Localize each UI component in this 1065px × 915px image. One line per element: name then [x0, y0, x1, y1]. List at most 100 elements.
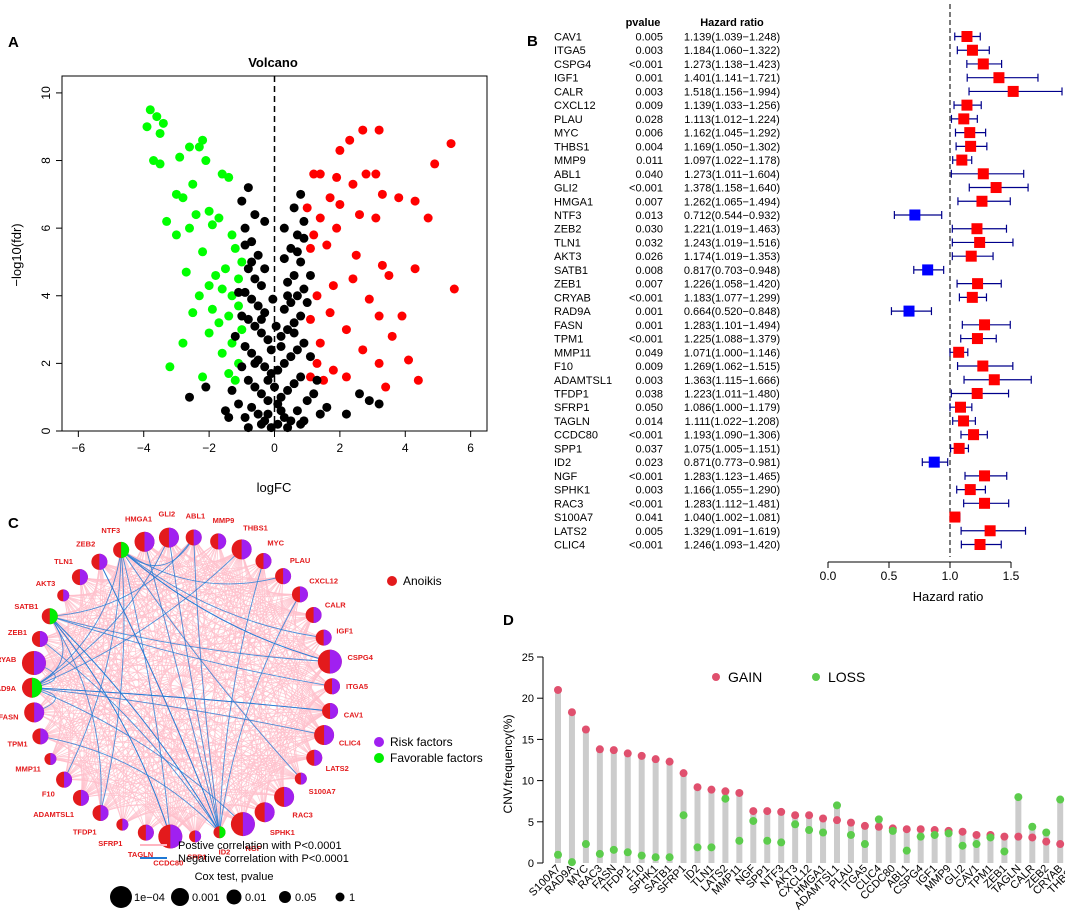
cnv-loss-point — [1028, 822, 1037, 831]
volcano-point-down — [204, 328, 214, 338]
network-node-factor-half — [284, 786, 295, 807]
network-node-label: TLN1 — [54, 557, 73, 566]
network-node-factor-half — [219, 826, 226, 839]
forest-hr-text: 1.166(1.055−1.290) — [684, 485, 780, 497]
forest-hr-marker — [966, 291, 978, 303]
forest-hr-marker — [953, 442, 965, 454]
forest-gene-label: PLAU — [554, 114, 583, 126]
forest-pvalue: <0.001 — [629, 430, 663, 442]
network-node: ZEB2 — [76, 539, 108, 570]
forest-gene-label: CRYAB — [554, 292, 591, 304]
network-node-factor-half — [314, 749, 323, 766]
network-node: CAV1 — [322, 703, 363, 720]
volcano-point-down — [207, 304, 217, 314]
negative-correlation-edge — [49, 537, 195, 617]
volcano-point-ns — [263, 396, 273, 406]
volcano-point-up — [335, 145, 345, 155]
forest-gene-label: CCDC80 — [554, 430, 598, 442]
volcano-point-ns — [283, 277, 293, 287]
volcano-ytick-label: 2 — [39, 360, 53, 367]
positive-correlation-edge — [40, 729, 325, 737]
network-node: CXCL12 — [291, 577, 338, 603]
volcano-point-up — [377, 189, 387, 199]
volcano-point-down — [188, 179, 198, 189]
volcano-ytick-label: 4 — [39, 292, 53, 299]
cnv-stem — [945, 830, 952, 863]
network-node-label: ID2 — [219, 848, 231, 857]
volcano-point-ns — [250, 358, 260, 368]
cnv-gain-point — [637, 751, 646, 760]
negative-correlation-edge — [49, 615, 102, 813]
cnv-loss-point — [567, 858, 576, 867]
network-node-label: ZEB1 — [8, 628, 27, 637]
volcano-point-up — [312, 358, 322, 368]
positive-correlation-edge — [40, 735, 301, 779]
forest-hr-text: 1.169(1.050−1.302) — [684, 141, 780, 153]
volcano-point-up — [374, 311, 384, 321]
cnv-loss-point — [888, 826, 897, 835]
volcano-point-up — [341, 325, 351, 335]
positive-correlation-edge — [120, 549, 333, 687]
network-node-label: ITGA5 — [346, 682, 368, 691]
negative-correlation-edge — [31, 537, 170, 689]
cnv-ytick-label: 0 — [528, 858, 534, 870]
volcano-point-ns — [256, 389, 266, 399]
cnv-loss-point — [916, 832, 925, 841]
forest-pvalue: 0.026 — [635, 251, 663, 263]
cnv-loss-point — [1042, 828, 1051, 837]
network-node-label: IGF1 — [336, 626, 353, 635]
volcano-xtick-label: 0 — [271, 441, 278, 455]
forest-hr-text: 1.401(1.141−1.721) — [684, 73, 780, 85]
volcano-point-up — [309, 230, 319, 240]
legend-anoikis-label: Anoikis — [403, 574, 442, 588]
size-label-1e-04: 1e−04 — [134, 892, 165, 904]
cnv-stem — [666, 761, 673, 863]
cnv-gain-point — [567, 708, 576, 717]
positive-correlation-edge — [50, 710, 331, 760]
volcano-point-up — [312, 291, 322, 301]
network-node-label: CXCL12 — [309, 577, 338, 586]
positive-correlation-edge — [39, 637, 324, 645]
cnv-stem — [931, 830, 938, 863]
network-node-factor-half — [241, 539, 252, 560]
volcano-point-up — [449, 284, 459, 294]
volcano-point-down — [224, 172, 234, 182]
positive-correlation-edge — [39, 638, 244, 825]
forest-gene-label: MMP11 — [554, 347, 591, 359]
cnv-gain-point — [735, 788, 744, 797]
volcano-point-ns — [279, 223, 289, 233]
legend-neg-label: Negative correlation with P<0.0001 — [178, 853, 349, 865]
forest-gene-label: CAV1 — [554, 32, 582, 44]
forest-xtick-label: 1.0 — [942, 569, 959, 583]
forest-gene-label: MYC — [554, 128, 579, 140]
volcano-point-down — [158, 118, 168, 128]
network-node-factor-half — [32, 677, 43, 698]
positive-correlation-edge — [98, 561, 111, 814]
forest-pvalue: 0.032 — [635, 237, 663, 249]
forest-hr-marker — [966, 44, 978, 56]
network-node-label: NTF3 — [101, 526, 120, 535]
cnv-stem — [582, 729, 589, 863]
volcano-point-up — [423, 213, 433, 223]
volcano-point-ns — [263, 375, 273, 385]
volcano-point-down — [181, 267, 191, 277]
network-node-label: CSPG4 — [347, 653, 373, 662]
forest-gene-label: RAC3 — [554, 498, 583, 510]
forest-hr-text: 1.097(1.022−1.178) — [684, 155, 780, 167]
negative-correlation-edge — [49, 615, 333, 687]
network-node: SPP1 — [187, 830, 206, 861]
network-node-label: MMP11 — [15, 765, 40, 774]
forest-gene-label: MMP9 — [554, 155, 586, 167]
positive-correlation-edge — [219, 594, 301, 833]
volcano-title: Volcano — [248, 55, 298, 70]
volcano-point-up — [377, 260, 387, 270]
forest-gene-label: NTF3 — [554, 210, 582, 222]
network-node: ITGA5 — [323, 678, 368, 695]
network-node: ABL1 — [186, 512, 205, 546]
positive-correlation-edge — [100, 685, 333, 814]
volcano-point-down — [165, 362, 175, 372]
positive-correlation-edge — [120, 549, 315, 759]
network-node-factor-half — [300, 772, 307, 785]
cnv-stem — [1057, 799, 1064, 863]
forest-hr-marker — [964, 127, 976, 139]
